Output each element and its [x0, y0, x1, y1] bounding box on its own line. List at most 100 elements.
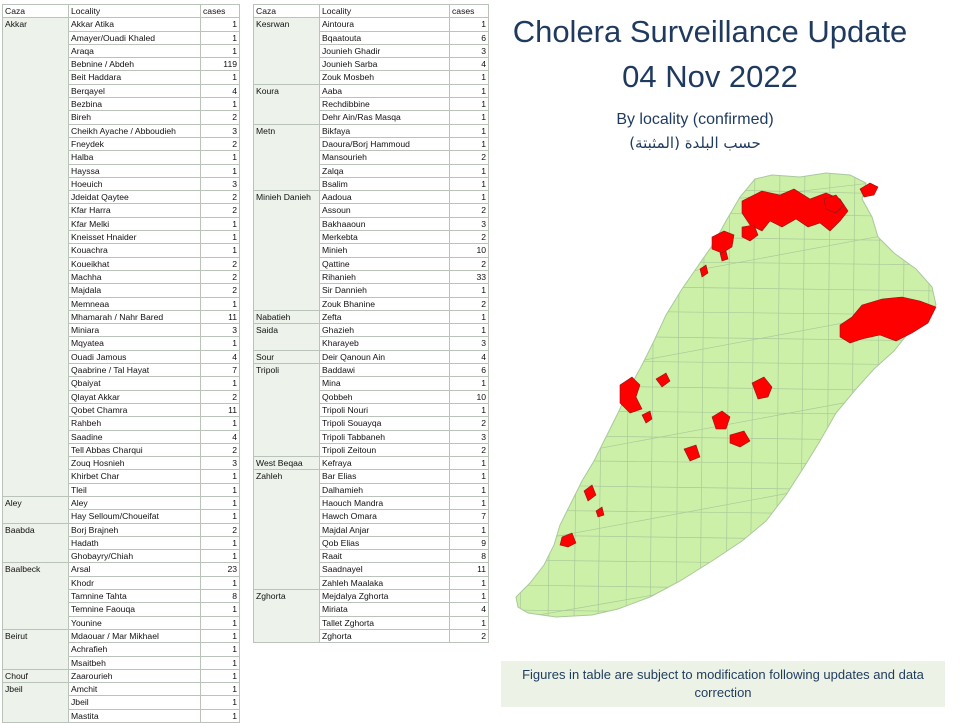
caza-cell: Minieh Danieh — [253, 190, 320, 311]
table-row: Kfar Melki 1 — [3, 216, 240, 232]
cases-cell: 1 — [449, 123, 489, 138]
table-row: Zghorta Mejdalya Zghorta 1 — [253, 589, 489, 644]
cases-cell: 1 — [200, 575, 240, 591]
affected-area-kesrwan — [619, 376, 643, 414]
table-row: Daoura/Borj Hammoud 1 — [254, 136, 489, 152]
cases-cell: 2 — [449, 230, 489, 245]
locality-cell: Aley — [68, 495, 201, 511]
table-row: Khodr 1 — [3, 575, 240, 591]
caza-cell: Kesrwan — [253, 17, 320, 85]
cases-cell: 1 — [200, 163, 240, 178]
cases-cell: 1 — [449, 83, 489, 99]
locality-cell: Borj Brajneh — [68, 522, 201, 537]
table-row: Hawch Omara 7 — [254, 509, 489, 524]
locality-cell: Kneisset Hnaider — [68, 230, 201, 245]
locality-cell: Majdal Anjar — [319, 522, 450, 537]
cases-cell: 1 — [200, 43, 240, 59]
locality-cell: Zouq Hosnieh — [68, 456, 201, 471]
cases-cell: 2 — [449, 256, 489, 271]
table-row: Minieh Danieh Aadoua 1 — [253, 190, 489, 311]
table-row: Hoeuich 3 — [3, 176, 240, 192]
locality-cell: Hay Selloum/Choueifat — [68, 509, 201, 524]
table-row: Qob Elias 9 — [254, 535, 489, 551]
cases-cell: 4 — [200, 349, 240, 365]
locality-cell: Ghazieh — [319, 323, 450, 338]
affected-area-zahleh — [711, 410, 731, 430]
cases-cell: 3 — [200, 323, 240, 338]
table-row: Bezbina 1 — [3, 97, 240, 112]
map-subtitle-arabic: حسب البلدة (المثبتة) — [629, 134, 761, 152]
locality-cell: Bireh — [68, 110, 201, 125]
locality-cell: Ghobayry/Chiah — [68, 549, 201, 564]
locality-cell: Baddawi — [319, 363, 450, 378]
locality-cell: Deir Qanoun Ain — [319, 349, 450, 365]
locality-cell: Machha — [68, 269, 201, 285]
locality-cell: Assoun — [319, 203, 450, 218]
table-row: Jounieh Sarba 4 — [254, 57, 489, 72]
table-row: Tripoli Nouri 1 — [254, 402, 489, 418]
locality-cell: Qobet Chamra — [68, 402, 201, 418]
cases-cell: 1 — [200, 695, 240, 710]
locality-cell: Aaba — [319, 83, 450, 99]
locality-cell: Bsalim — [319, 176, 450, 192]
locality-cell: Tripoli Souayqa — [319, 416, 450, 431]
cases-cell: 1 — [449, 575, 489, 591]
locality-cell: Zalqa — [319, 163, 450, 178]
cases-cell: 1 — [200, 482, 240, 497]
locality-cell: Tripoli Nouri — [319, 402, 450, 418]
cases-cell: 1 — [200, 243, 240, 258]
locality-cell: Qob Elias — [319, 535, 450, 551]
locality-cell: Younine — [68, 615, 201, 630]
cases-cell: 4 — [200, 83, 240, 99]
cases-cell: 1 — [200, 17, 240, 32]
locality-cell: Jounieh Ghadir — [319, 43, 450, 59]
table-row: Beirut Mdaouar / Mar Mikhael 1 — [2, 628, 240, 670]
locality-cell: Saadine — [68, 429, 201, 444]
table-row: Ghobayry/Chiah 1 — [3, 549, 240, 564]
cases-cell: 1 — [200, 216, 240, 232]
cases-cell: 2 — [200, 136, 240, 152]
table-row: Jounieh Ghadir 3 — [254, 43, 489, 59]
caza-cell: Sour — [253, 349, 320, 365]
table-row: Sour Deir Qanoun Ain 4 — [253, 349, 489, 365]
affected-area-west-beqaa — [683, 444, 701, 462]
locality-cell: Bakhaaoun — [319, 216, 450, 232]
cases-cell: 2 — [200, 283, 240, 298]
cases-cell: 23 — [200, 562, 240, 577]
cases-cell: 2 — [200, 256, 240, 271]
cases-cell: 2 — [449, 203, 489, 218]
table-row: Memneaa 1 — [3, 296, 240, 311]
cases-cell: 1 — [449, 402, 489, 418]
cases-cell: 1 — [449, 376, 489, 391]
cases-cell: 1 — [200, 70, 240, 85]
table-row: Tell Abbas Charqui 2 — [3, 442, 240, 458]
table-row: Amayer/Ouadi Khaled 1 — [3, 30, 240, 45]
locality-cell: Zefta — [319, 309, 450, 325]
table-row: Tripoli Souayqa 2 — [254, 416, 489, 431]
caza-cell: Tripoli — [253, 363, 320, 458]
locality-cell: Khirbet Char — [68, 469, 201, 484]
table-row: Miniara 3 — [3, 323, 240, 338]
cases-cell: 2 — [449, 416, 489, 431]
locality-cell: Cheikh Ayache / Abboudieh — [68, 123, 201, 138]
table-row: Baalbeck Arsal 23 — [2, 562, 240, 630]
table-row: Hayssa 1 — [3, 163, 240, 178]
table-row: Jbeil Amchit 1 — [2, 682, 240, 723]
locality-cell: Kouachra — [68, 243, 201, 258]
table-row: Nabatieh Zefta 1 — [253, 309, 489, 325]
cases-cell: 1 — [449, 70, 489, 85]
locality-cell: Tamnine Tahta — [68, 589, 201, 604]
cases-cell: 11 — [200, 402, 240, 418]
footnote: Figures in table are subject to modifica… — [501, 661, 945, 707]
table-row: Zahleh Maalaka 1 — [254, 575, 489, 591]
affected-area-akkar-east — [823, 194, 845, 214]
cases-cell: 1 — [200, 535, 240, 551]
cases-cell: 9 — [449, 535, 489, 551]
locality-cell: Achrafieh — [68, 642, 201, 657]
locality-cell: Mdaouar / Mar Mikhael — [68, 628, 201, 644]
locality-cell: Kharayeb — [319, 336, 450, 351]
locality-cell: Hayssa — [68, 163, 201, 178]
cases-cell: 1 — [449, 495, 489, 511]
cases-cell: 1 — [449, 17, 489, 32]
locality-cell: Qaabrine / Tal Hayat — [68, 363, 201, 378]
